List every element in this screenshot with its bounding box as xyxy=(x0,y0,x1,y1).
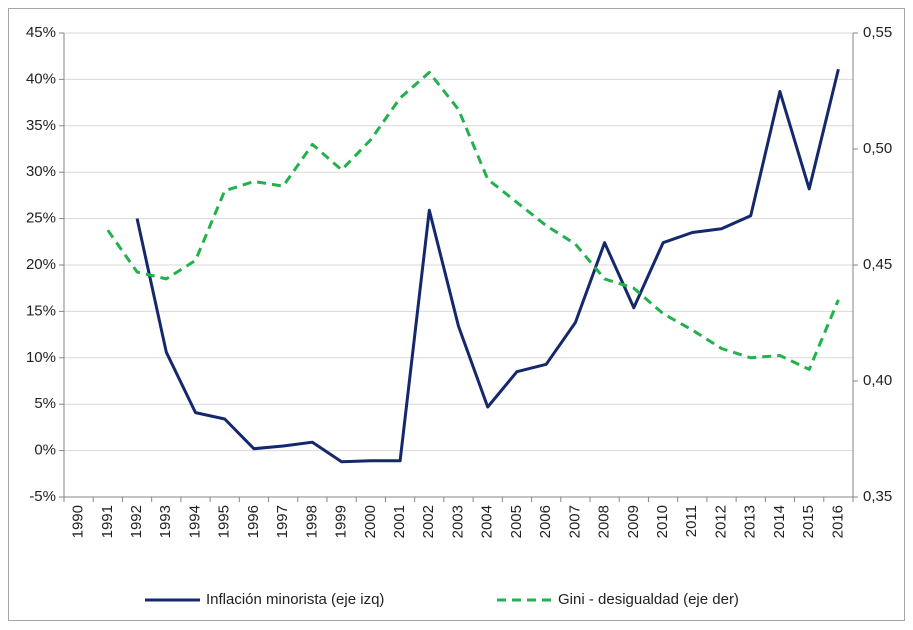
x-tick-label: 1998 xyxy=(303,505,320,538)
x-tick-label: 1999 xyxy=(333,505,350,538)
x-tick-label: 1990 xyxy=(70,505,87,538)
x-tick-label: 2013 xyxy=(742,505,759,538)
legend-label: Inflación minorista (eje izq) xyxy=(206,591,384,608)
y-tick-label: 0% xyxy=(34,442,56,459)
line-series xyxy=(106,70,840,371)
x-tick-label: 1997 xyxy=(274,505,291,538)
x-tick-label: 2002 xyxy=(420,505,437,538)
y2-tick-label: 0,35 xyxy=(863,488,892,505)
x-tick-label: 2009 xyxy=(625,505,642,538)
x-tick-label: 2011 xyxy=(683,505,700,537)
x-tick-label: 1996 xyxy=(245,505,262,538)
y-tick-label: 20% xyxy=(26,256,56,273)
x-tick-label: 2014 xyxy=(771,505,788,538)
x-tick-label: 1995 xyxy=(216,505,233,538)
x-tick-label: 2010 xyxy=(654,505,671,538)
y-tick-label: 30% xyxy=(26,163,56,180)
legend-label: Gini - desigualdad (eje der) xyxy=(558,591,739,608)
y2-tick-label: 0,55 xyxy=(863,24,892,41)
x-tick-label: 1992 xyxy=(128,505,145,538)
y-tick-label: 5% xyxy=(34,395,56,412)
x-tick-label: 2015 xyxy=(800,505,817,538)
x-tick-label: 2007 xyxy=(566,505,583,538)
x-tick-label: 1994 xyxy=(186,505,203,538)
y-tick-label: 15% xyxy=(26,302,56,319)
x-tick-label: 2004 xyxy=(479,505,496,538)
y2-tick-label: 0,45 xyxy=(863,256,892,273)
x-tick-label: 2012 xyxy=(712,505,729,538)
x-tick-label: 2003 xyxy=(449,505,466,538)
y2-tick-label: 0,50 xyxy=(863,140,892,157)
y2-tick-label: 0,40 xyxy=(863,372,892,389)
y-tick-label: 40% xyxy=(26,70,56,87)
x-tick-label: 1993 xyxy=(157,505,174,538)
x-tick-label: 2006 xyxy=(537,505,554,538)
y-tick-label: -5% xyxy=(29,488,56,505)
x-tick-label: 2000 xyxy=(362,505,379,538)
y-tick-label: 10% xyxy=(26,349,56,366)
y-tick-label: 35% xyxy=(26,117,56,134)
y-tick-label: 25% xyxy=(26,210,56,227)
x-tick-label: 2005 xyxy=(508,505,525,538)
y-tick-label: 45% xyxy=(26,24,56,41)
x-tick-label: 2016 xyxy=(829,505,846,538)
x-tick-label: 1991 xyxy=(99,505,116,538)
x-tick-label: 2008 xyxy=(596,505,613,538)
x-tick-label: 2001 xyxy=(391,505,408,538)
line-series xyxy=(135,68,840,464)
